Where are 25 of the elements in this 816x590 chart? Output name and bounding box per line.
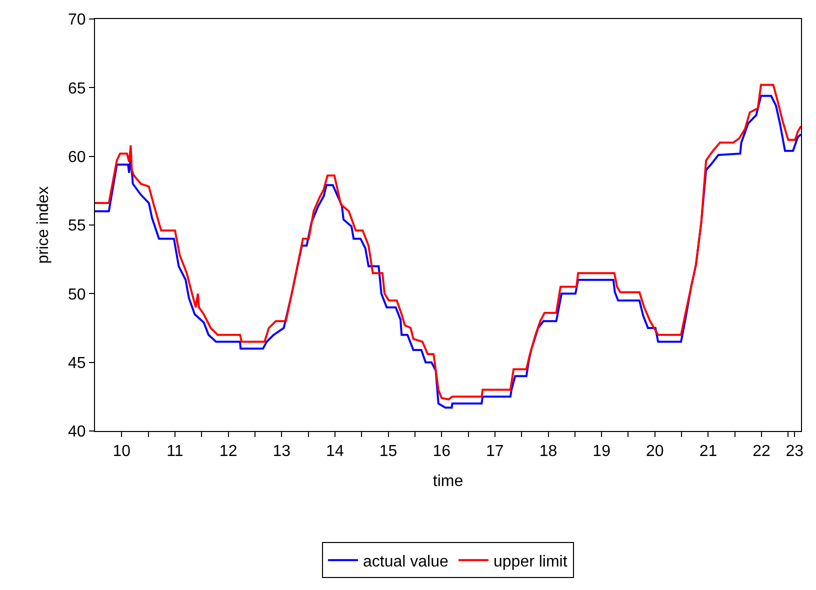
y-tick-label: 55 — [68, 218, 86, 235]
x-axis-title: time — [432, 472, 464, 490]
y-tick-label: 65 — [68, 80, 86, 98]
x-tick-label: 21 — [699, 443, 718, 460]
x-tick-label: 18 — [539, 443, 558, 460]
legend-label: upper limit — [493, 553, 568, 570]
y-tick-label: 45 — [68, 354, 86, 372]
x-tick-label: 10 — [112, 443, 131, 460]
y-tick-label: 60 — [68, 148, 86, 166]
x-tick-label: 16 — [432, 443, 451, 460]
y-axis-title: price index — [34, 186, 52, 264]
x-tick-label: 23 — [786, 443, 804, 460]
x-tick-label: 22 — [752, 443, 771, 460]
y-tick-label: 40 — [68, 424, 86, 441]
x-tick-label: 19 — [592, 443, 611, 460]
x-tick-label: 13 — [272, 443, 291, 460]
x-tick-label: 12 — [219, 443, 238, 460]
x-tick-label: 20 — [646, 443, 664, 460]
x-tick-label: 17 — [486, 443, 504, 460]
x-tick-label: 11 — [166, 443, 184, 460]
x-tick-label: 15 — [379, 443, 398, 460]
y-tick-label: 50 — [68, 286, 86, 304]
legend-label: actual value — [363, 553, 448, 570]
x-tick-label: 14 — [326, 443, 344, 460]
y-tick-label: 70 — [68, 12, 86, 29]
